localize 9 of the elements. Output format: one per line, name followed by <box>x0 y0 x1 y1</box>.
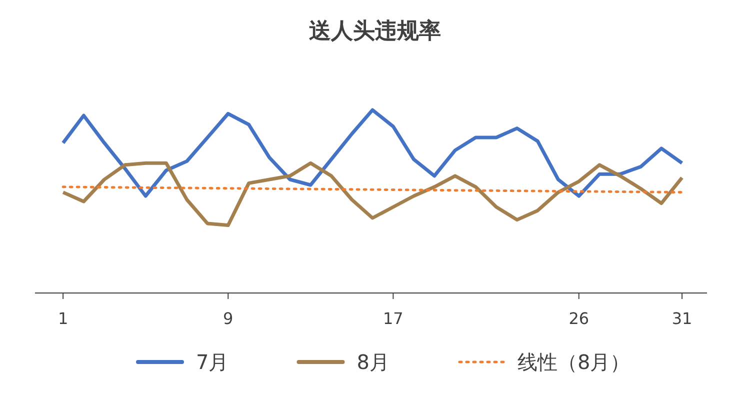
x-tick-label: 31 <box>672 309 692 328</box>
legend-label: 7月 <box>196 350 229 374</box>
legend-label: 线性（8月） <box>517 350 630 374</box>
x-tick-label: 9 <box>223 309 234 328</box>
x-tick-label: 26 <box>568 309 590 328</box>
x-tick-label: 17 <box>383 309 404 328</box>
legend-label: 8月 <box>356 350 390 374</box>
x-tick-label: 1 <box>58 309 68 328</box>
chart-title: 送人头违规率 <box>309 18 441 44</box>
